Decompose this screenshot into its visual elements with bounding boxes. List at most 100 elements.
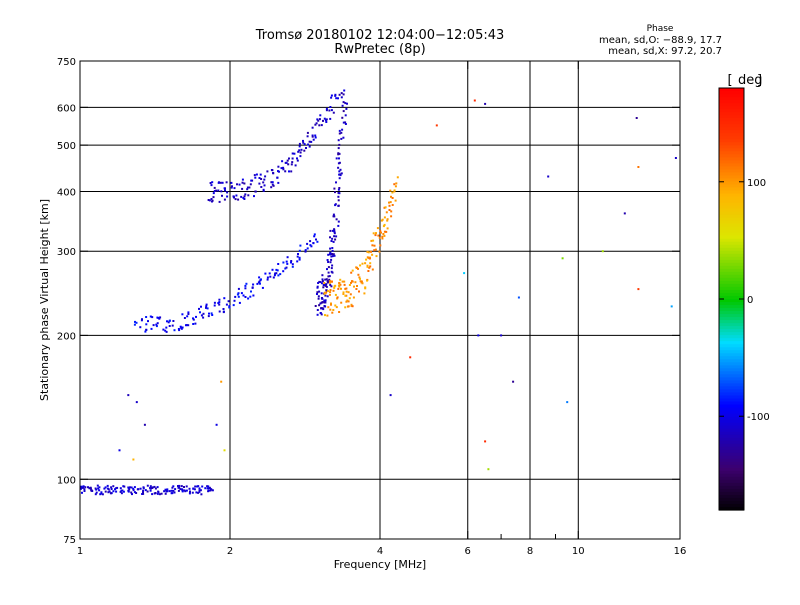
data-point bbox=[218, 301, 221, 304]
data-point bbox=[164, 492, 167, 495]
colorbar-segment bbox=[719, 235, 744, 240]
data-point bbox=[321, 274, 324, 277]
data-point bbox=[332, 309, 335, 311]
data-point bbox=[258, 177, 261, 179]
data-point bbox=[98, 486, 101, 489]
data-point bbox=[477, 334, 480, 337]
data-point bbox=[231, 185, 233, 188]
data-point bbox=[332, 111, 335, 114]
colorbar-segment bbox=[719, 380, 744, 384]
data-point bbox=[271, 183, 274, 186]
data-point bbox=[317, 295, 320, 298]
data-point bbox=[286, 256, 289, 259]
data-point bbox=[340, 131, 343, 134]
chart-subtitle: RwPretec (8p) bbox=[334, 42, 425, 57]
data-point bbox=[174, 488, 177, 491]
data-point bbox=[259, 282, 261, 285]
data-point bbox=[350, 303, 353, 306]
data-point bbox=[395, 182, 398, 185]
data-point bbox=[327, 253, 330, 256]
data-point bbox=[134, 320, 136, 323]
data-point bbox=[353, 285, 355, 288]
colorbar-segment bbox=[719, 308, 744, 312]
data-point bbox=[435, 124, 438, 127]
data-point bbox=[332, 229, 335, 232]
data-point bbox=[195, 315, 197, 318]
colorbar-segment bbox=[719, 166, 744, 170]
data-point bbox=[306, 131, 309, 134]
colorbar-segment bbox=[719, 220, 744, 225]
colorbar-segment bbox=[719, 121, 744, 125]
data-point bbox=[337, 220, 340, 223]
data-point bbox=[80, 485, 83, 488]
data-point bbox=[225, 303, 228, 306]
data-point bbox=[110, 486, 113, 489]
colorbar-segment bbox=[719, 482, 744, 487]
data-point bbox=[89, 487, 92, 490]
data-point bbox=[383, 230, 386, 233]
data-point bbox=[211, 489, 214, 492]
x-tick-label: 2 bbox=[227, 546, 233, 557]
data-point bbox=[274, 272, 277, 275]
data-point bbox=[367, 256, 370, 259]
data-point bbox=[390, 210, 393, 213]
data-point bbox=[316, 118, 319, 121]
colorbar-segment bbox=[719, 295, 744, 300]
data-point bbox=[108, 490, 111, 493]
data-point bbox=[199, 489, 202, 492]
data-point bbox=[383, 223, 386, 226]
data-point bbox=[348, 284, 351, 286]
data-point bbox=[112, 485, 115, 488]
data-point bbox=[208, 199, 211, 202]
data-point bbox=[334, 203, 337, 206]
data-point bbox=[344, 121, 347, 124]
colorbar-segment bbox=[719, 314, 744, 318]
data-point bbox=[337, 199, 340, 202]
data-point bbox=[361, 262, 364, 265]
data-point bbox=[517, 296, 520, 299]
data-point bbox=[209, 182, 212, 184]
data-point bbox=[230, 186, 233, 189]
data-point bbox=[325, 121, 328, 123]
data-point bbox=[160, 492, 163, 495]
colorbar-segment bbox=[719, 175, 744, 180]
data-point bbox=[326, 295, 329, 298]
data-point bbox=[260, 178, 263, 180]
data-point bbox=[298, 149, 301, 152]
data-point bbox=[186, 315, 189, 318]
data-point bbox=[242, 197, 245, 199]
data-point bbox=[296, 260, 299, 263]
data-point bbox=[266, 278, 269, 281]
data-point bbox=[238, 301, 241, 304]
colorbar-segment bbox=[719, 464, 744, 469]
data-point bbox=[272, 172, 275, 174]
data-point bbox=[376, 227, 379, 230]
data-point bbox=[172, 320, 175, 322]
data-point bbox=[323, 299, 326, 302]
data-point bbox=[94, 487, 97, 490]
data-point bbox=[198, 489, 201, 492]
colorbar-segment bbox=[719, 196, 744, 201]
data-point bbox=[262, 188, 265, 191]
data-point bbox=[304, 249, 307, 252]
data-point bbox=[168, 325, 171, 327]
data-point bbox=[349, 293, 352, 296]
data-point bbox=[317, 119, 320, 122]
data-point bbox=[338, 143, 341, 146]
scatter-points bbox=[80, 89, 677, 496]
colorbar-segment bbox=[719, 374, 744, 378]
data-point bbox=[368, 266, 371, 269]
colorbar-segment bbox=[719, 401, 744, 406]
data-point bbox=[215, 189, 218, 192]
data-point bbox=[206, 485, 209, 488]
data-point bbox=[270, 186, 273, 189]
data-point bbox=[355, 266, 358, 269]
data-point bbox=[285, 260, 288, 263]
data-point bbox=[321, 297, 323, 300]
colorbar-segment bbox=[719, 289, 744, 294]
data-point bbox=[193, 488, 196, 491]
data-point bbox=[332, 289, 335, 292]
data-point bbox=[378, 250, 381, 253]
